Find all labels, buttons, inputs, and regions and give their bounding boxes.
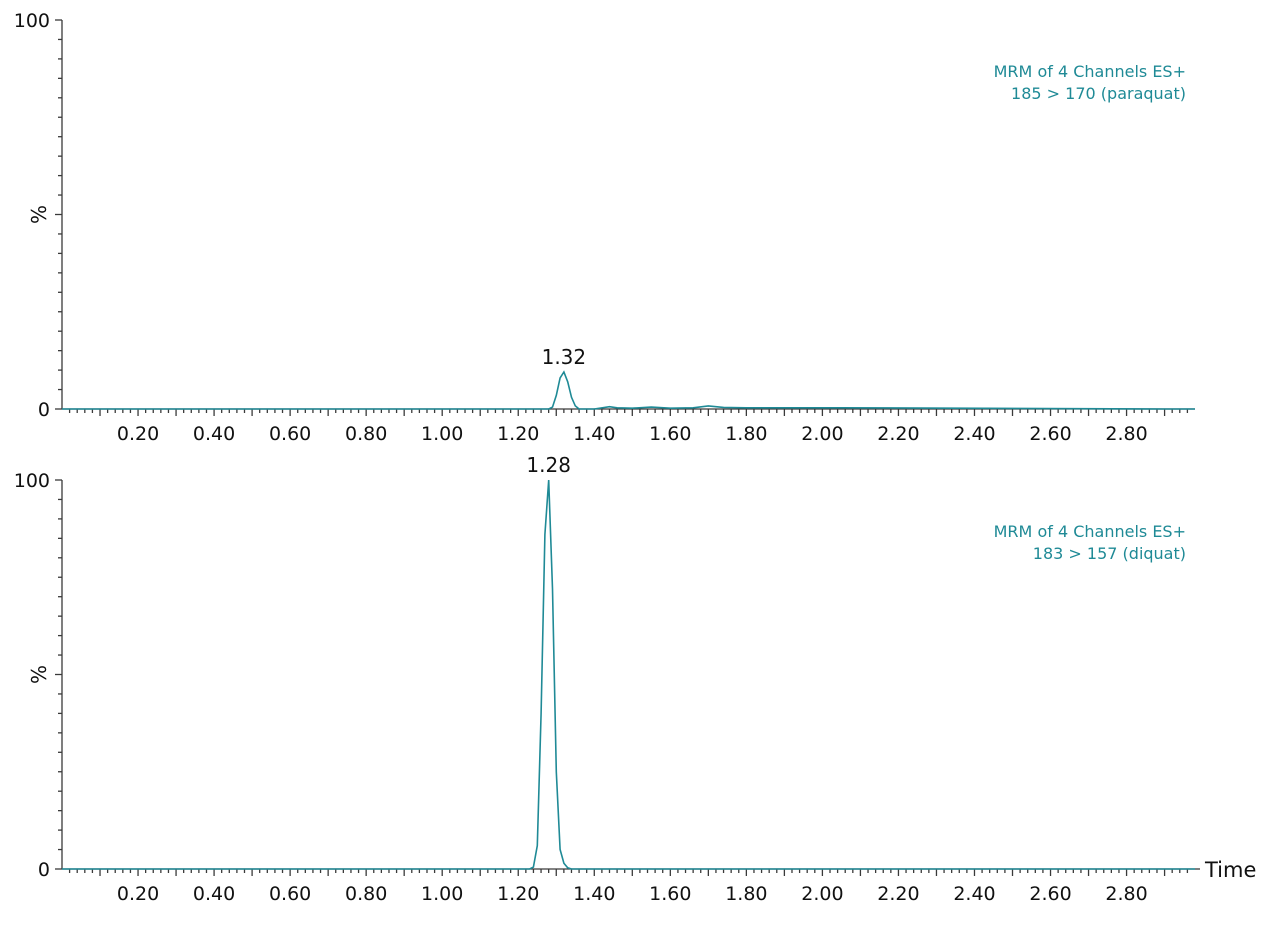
x-tick-label: 1.40 <box>573 883 615 905</box>
x-tick-label: 1.20 <box>497 423 539 445</box>
x-tick-label: 2.60 <box>1029 423 1071 445</box>
x-tick-label: 0.80 <box>345 423 387 445</box>
channel-legend-line: MRM of 4 Channels ES+ <box>994 62 1186 81</box>
x-tick-label: 0.60 <box>269 883 311 905</box>
peak-label: 1.28 <box>526 453 571 477</box>
y-tick-label: 0 <box>38 859 50 881</box>
x-tick-label: 2.60 <box>1029 883 1071 905</box>
x-tick-label: 0.20 <box>117 423 159 445</box>
x-tick-label: 1.80 <box>725 423 767 445</box>
y-tick-label: 0 <box>38 399 50 421</box>
x-tick-label: 2.20 <box>877 423 919 445</box>
x-tick-label: 1.60 <box>649 423 691 445</box>
x-tick-label: 2.00 <box>801 883 843 905</box>
peak-label: 1.32 <box>542 345 587 369</box>
channel-legend-line: MRM of 4 Channels ES+ <box>994 522 1186 541</box>
x-tick-label: 1.20 <box>497 883 539 905</box>
y-axis-label: % <box>27 665 51 684</box>
chromatogram-trace <box>62 370 1195 410</box>
x-tick-label: 0.60 <box>269 423 311 445</box>
x-tick-label: 1.80 <box>725 883 767 905</box>
x-tick-label: 0.40 <box>193 883 235 905</box>
x-tick-label: 2.40 <box>953 423 995 445</box>
x-tick-label: 2.80 <box>1105 883 1147 905</box>
channel-legend-line: 183 > 157 (diquat) <box>1033 544 1186 563</box>
channel-legend-line: 185 > 170 (paraquat) <box>1011 84 1186 103</box>
y-tick-label: 100 <box>14 470 50 492</box>
x-tick-label: 1.00 <box>421 883 463 905</box>
y-axis-label: % <box>27 205 51 224</box>
x-tick-label: 2.40 <box>953 883 995 905</box>
y-tick-label: 100 <box>14 10 50 32</box>
x-tick-label: 1.60 <box>649 883 691 905</box>
x-tick-label: 0.20 <box>117 883 159 905</box>
x-axis-title: Time <box>1204 858 1256 882</box>
x-tick-label: 2.20 <box>877 883 919 905</box>
chromatogram-trace <box>62 479 1195 870</box>
x-tick-label: 1.40 <box>573 423 615 445</box>
x-tick-label: 2.00 <box>801 423 843 445</box>
x-tick-label: 0.80 <box>345 883 387 905</box>
x-tick-label: 1.00 <box>421 423 463 445</box>
x-tick-label: 2.80 <box>1105 423 1147 445</box>
x-tick-label: 0.40 <box>193 423 235 445</box>
